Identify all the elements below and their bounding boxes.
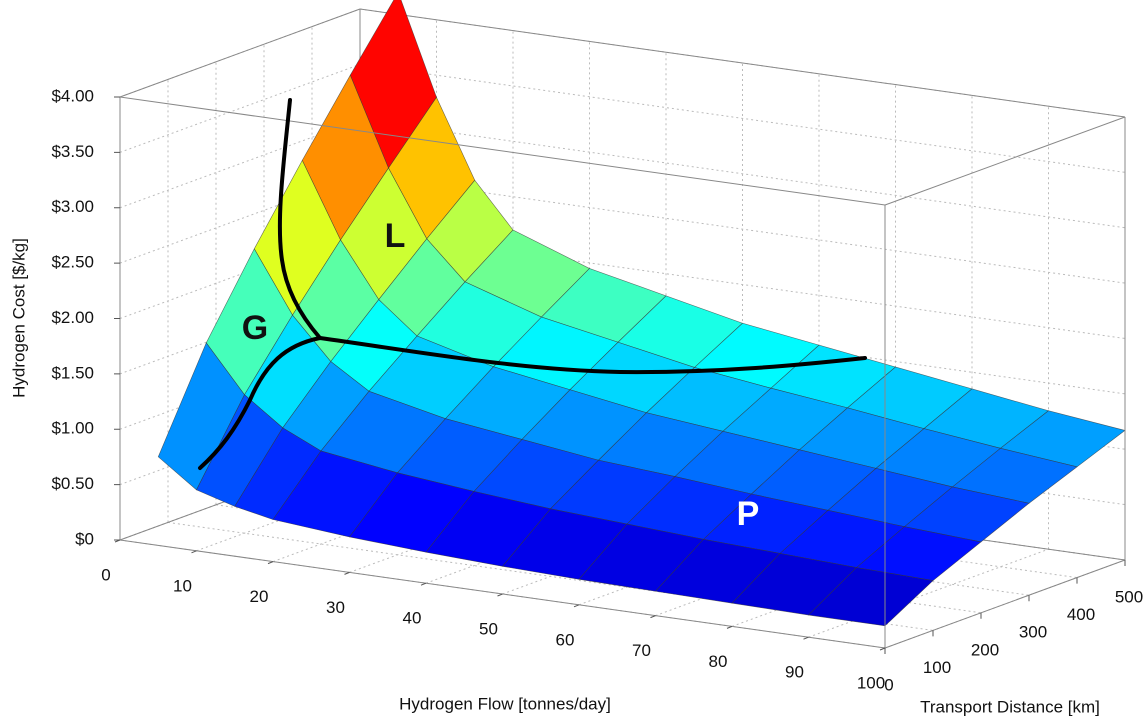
tick-mark: [497, 593, 503, 597]
x-tick-label: 70: [632, 641, 651, 660]
z-axis-label: Hydrogen Cost [$/kg]: [9, 238, 28, 398]
boundary-line: [318, 336, 867, 375]
x-tick-label: 60: [556, 630, 575, 649]
x-tick-label: 30: [326, 598, 345, 617]
tick-mark: [191, 550, 197, 554]
x-tick-label: 40: [403, 609, 422, 628]
tick-mark: [650, 615, 656, 619]
z-tick-label: $2.50: [51, 253, 94, 272]
z-tick-label: $3.00: [51, 197, 94, 216]
tick-mark: [267, 561, 274, 565]
box-edge: [359, 8, 1126, 118]
region-boundaries: [198, 98, 867, 470]
grid-line: [359, 63, 1126, 173]
box-edge: [884, 559, 1126, 649]
z-tick-label: $1.50: [51, 363, 94, 382]
x-tick-label: 20: [250, 587, 269, 606]
z-tick-label: $3.50: [51, 142, 94, 161]
annotation: P: [737, 495, 760, 533]
z-tick-label: $1.00: [51, 419, 94, 438]
y-axis-label: Transport Distance [km]: [920, 697, 1100, 716]
z-tick-label: $4.00: [51, 86, 94, 105]
z-tick-label: $2.00: [51, 308, 94, 327]
x-axis-label: Hydrogen Flow [tonnes/day]: [399, 694, 611, 713]
grid-line: [359, 119, 1126, 229]
tick-mark: [879, 647, 886, 651]
box-edge: [119, 96, 886, 206]
annotation: G: [242, 309, 268, 347]
x-tick-label: 10: [173, 576, 192, 595]
grid-line: [359, 174, 1126, 284]
surface-face: [807, 567, 934, 627]
boundary-line: [198, 336, 322, 470]
grid-line: [359, 230, 1126, 339]
x-tick-label: 0: [101, 565, 110, 584]
y-tick-label: 100: [923, 658, 951, 677]
box-edge: [119, 8, 361, 98]
annotation: L: [385, 217, 406, 255]
x-tick-label: 90: [785, 663, 804, 682]
y-tick-label: 400: [1067, 605, 1095, 624]
box-edge: [884, 116, 1126, 206]
y-tick-label: 0: [884, 675, 893, 694]
tick-mark: [803, 636, 809, 640]
tick-mark: [573, 604, 580, 608]
tick-mark: [726, 625, 733, 629]
boundary-line: [277, 98, 322, 340]
x-tick-label: 50: [479, 619, 498, 638]
y-tick-label: 200: [971, 640, 999, 659]
x-tick-label: 100: [857, 673, 885, 692]
tick-mark: [420, 582, 427, 586]
z-tick-label: $0: [75, 529, 94, 548]
surface: [157, 0, 1126, 627]
z-tick-label: $0.50: [51, 474, 94, 493]
y-tick-label: 500: [1115, 587, 1143, 606]
y-tick-label: 300: [1019, 623, 1047, 642]
x-tick-label: 80: [709, 652, 728, 671]
tick-mark: [344, 571, 350, 575]
grid-line: [167, 521, 934, 631]
